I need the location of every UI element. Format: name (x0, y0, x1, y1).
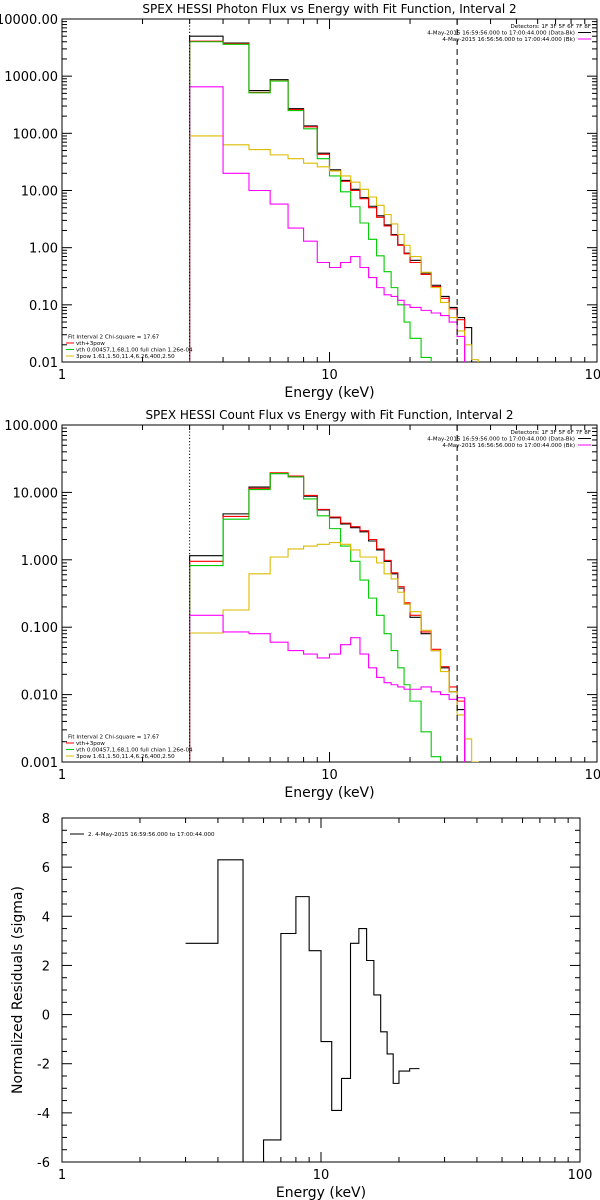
x-axis-label: Energy (keV) (284, 385, 374, 401)
legend-entry: vth+3pow (76, 341, 105, 347)
y-tick-label: 0.001 (21, 756, 58, 771)
legend-entry: 3pow 1.61,1.50,11.4,6.26,400,2.50 (76, 754, 175, 760)
photon-flux-panel: 1 10 100 0.01 0.10 1.00 10.00 100.00 1000.00 1000… (0, 2, 600, 401)
legend-entry: Detectors: 1F 3F 5F 6F 7F 8F (510, 24, 591, 30)
y-tick-label: 10.00 (21, 185, 58, 200)
y-axis-label: Normalized Residuals (sigma) (10, 886, 26, 1094)
y-tick-label: 0.010 (21, 689, 58, 704)
y-tick-label: 2 (42, 959, 50, 974)
y-tick-label: 1.000 (21, 554, 58, 569)
x-tick-label: 100 (585, 368, 600, 383)
data-series-1 (189, 40, 466, 362)
chart-title: SPEX HESSI Count Flux vs Energy with Fit… (145, 408, 513, 422)
y-tick-label: -4 (37, 1107, 50, 1122)
x-tick-label: 10 (321, 368, 338, 383)
y-tick-label: -6 (37, 1156, 50, 1171)
legend-entry: 2. 4-May-2015 16:59:56.000 to 17:00:44.0… (88, 832, 215, 838)
y-tick-label: 10000.00 (0, 13, 58, 28)
y-tick-label: 1.00 (29, 242, 58, 257)
y-tick-label: 10.000 (13, 486, 59, 501)
legend-entry: vth 0.00457,1.68,1.00 full chian 1.26e-0… (76, 748, 193, 754)
data-series-3 (189, 542, 479, 762)
x-tick-label: 100 (568, 1168, 593, 1183)
x-tick-label: 100 (585, 768, 600, 783)
data-series-1 (189, 472, 466, 762)
y-tick-label: 0.100 (21, 621, 58, 636)
x-tick-label: 10 (313, 1168, 330, 1183)
y-tick-label: 100.000 (4, 419, 58, 434)
data-series-0 (189, 473, 466, 762)
legend-entry: 4-May-2015 16:59:56.000 to 17:00:44.000 … (427, 437, 575, 443)
legend-entry: 4-May-2015 16:56:56.000 to 17:00:44.000 … (442, 37, 575, 43)
x-axis-label: Energy (keV) (276, 1185, 366, 1200)
y-tick-label: 0 (42, 1009, 50, 1024)
legend-entry: 4-May-2015 16:59:56.000 to 17:00:44.000 … (427, 31, 575, 37)
legend-entry: Detectors: 1F 3F 5F 6F 7F 8F (510, 430, 591, 436)
legend-entry: 3pow 1.61,1.50,11.4,6.26,400,2.50 (76, 354, 175, 360)
count-flux-panel: 1 10 100 0.001 0.010 0.100 1.000 10.000 100.000 S… (4, 408, 600, 801)
data-series-2 (189, 473, 442, 762)
x-axis-label: Energy (keV) (284, 785, 374, 801)
y-tick-label: 8 (42, 812, 50, 827)
legend-entry: vth 0.00457,1.68,1.00 full chian 1.26e-0… (76, 348, 193, 354)
data-series-0 (185, 859, 420, 1162)
data-series-2 (189, 41, 432, 362)
y-tick-label: 4 (42, 910, 50, 925)
legend-entry: vth+3pow (76, 741, 105, 747)
data-series-4 (189, 86, 466, 362)
y-tick-label: 0.01 (29, 356, 58, 371)
x-tick-label: 1 (58, 368, 66, 383)
y-tick-label: 1000.00 (4, 70, 58, 85)
data-series-3 (189, 135, 479, 362)
legend-entry: 4-May-2015 16:56:56.000 to 17:00:44.000 … (442, 443, 575, 449)
x-tick-label: 1 (58, 768, 66, 783)
y-tick-label: 6 (42, 861, 50, 876)
legend-entry: Fit Interval 2 Chi-square = 17.67 (68, 335, 160, 341)
x-tick-label: 1 (58, 1168, 66, 1183)
data-series-4 (189, 614, 466, 762)
y-tick-label: 100.00 (13, 127, 59, 142)
x-tick-label: 10 (321, 768, 338, 783)
y-tick-label: 0.10 (29, 299, 58, 314)
plot-frame (61, 424, 598, 763)
y-tick-label: -2 (37, 1058, 50, 1073)
plot-frame (61, 18, 598, 363)
legend-entry: Fit Interval 2 Chi-square = 17.67 (68, 735, 160, 741)
chart-title: SPEX HESSI Photon Flux vs Energy with Fi… (142, 2, 516, 16)
data-series-0 (189, 35, 473, 362)
residuals-panel: 1 10 100 -6 -4 -2 0 2 4 6 8 Energy (keV) Normalized … (10, 812, 592, 1200)
